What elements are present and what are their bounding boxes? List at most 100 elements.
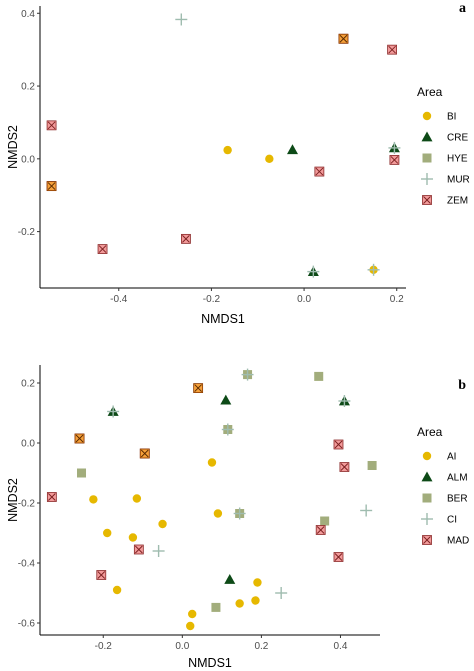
point-mur: [307, 265, 320, 278]
point-ber: [367, 461, 377, 470]
point-zem: [389, 155, 400, 165]
point-ai: [186, 621, 195, 631]
point-mad: [315, 525, 326, 535]
panel-label: a: [459, 1, 466, 16]
point-alm: [220, 394, 232, 405]
point-mad: [339, 462, 350, 472]
point-orange-square: [46, 181, 57, 192]
legend-item-mur: MUR: [421, 173, 470, 186]
legend-label: MUR: [447, 175, 470, 186]
x-tick-label: 0.0: [175, 641, 189, 652]
legend: Area AI ALM BER CI MAD: [417, 425, 469, 547]
x-tick-label: -0.2: [203, 294, 221, 305]
x-tick-label: -0.4: [110, 294, 128, 305]
legend-key-ai: [422, 451, 432, 461]
y-tick-label: 0.0: [21, 154, 35, 165]
point-mad: [46, 492, 57, 502]
point-ai: [128, 533, 138, 542]
point-bi: [223, 145, 232, 155]
point-ai: [253, 578, 262, 587]
point-ai: [235, 599, 244, 608]
point-cre: [286, 144, 298, 155]
legend-item-zem: ZEM: [422, 195, 468, 207]
point-ai: [251, 596, 260, 605]
point-mad: [133, 544, 144, 555]
x-tick-label: 0.2: [254, 641, 268, 652]
legend-item-cre: CRE: [421, 131, 468, 144]
point-zem: [181, 233, 191, 244]
legend-label: ZEM: [447, 196, 468, 207]
y-tick-label: 0.0: [21, 439, 35, 450]
data-points: [46, 368, 377, 631]
x-tick-label: 0.4: [334, 641, 348, 652]
legend-label: BI: [447, 112, 456, 123]
data-points: [46, 13, 401, 278]
y-tick-label: -0.6: [18, 619, 36, 630]
y-tick-label: -0.2: [18, 499, 36, 510]
point-alm: [224, 574, 236, 584]
legend-title: Area: [417, 425, 443, 439]
legend-key-alm: [421, 471, 433, 482]
point-orange-square: [74, 433, 85, 444]
point-ai: [89, 495, 98, 504]
legend-label: AI: [447, 452, 456, 463]
legend-title: Area: [417, 85, 443, 99]
point-ci: [107, 405, 120, 418]
point-mad: [333, 439, 344, 450]
y-axis-label: NMDS2: [6, 478, 20, 522]
point-ai: [213, 509, 223, 518]
point-ci: [338, 395, 351, 407]
point-ai: [103, 528, 112, 538]
point-ai: [132, 494, 142, 503]
legend-key-mur: [421, 173, 433, 185]
legend-item-bi: BI: [422, 111, 456, 123]
legend-label: MAD: [447, 536, 469, 547]
point-ai: [112, 585, 122, 595]
point-ber: [77, 468, 87, 478]
legend-label: CRE: [447, 133, 468, 144]
legend: Area BI CRE HYE MUR ZEM: [417, 85, 470, 207]
legend-key-zem: [422, 195, 432, 205]
legend-label: BER: [447, 494, 468, 505]
point-ci: [221, 423, 234, 436]
legend-key-ci: [421, 513, 433, 525]
legend-key-hye: [422, 153, 432, 163]
point-mur: [175, 13, 188, 26]
point-orange-square: [193, 383, 204, 394]
point-ai: [188, 609, 197, 619]
x-axis-label: NMDS1: [201, 312, 245, 326]
legend-item-ber: BER: [422, 493, 468, 505]
legend-key-bi: [422, 111, 432, 121]
point-mur: [388, 141, 401, 154]
legend-item-ai: AI: [422, 451, 456, 463]
point-zem: [387, 44, 398, 55]
x-tick-label: 0.2: [390, 294, 404, 305]
point-bi: [265, 154, 274, 164]
y-tick-label: 0.2: [21, 82, 35, 93]
legend-label: ALM: [447, 473, 468, 484]
point-orange-square: [338, 33, 349, 44]
panel-label: b: [458, 378, 466, 393]
legend-item-hye: HYE: [422, 153, 468, 165]
point-ci: [241, 368, 254, 381]
point-zem: [314, 166, 325, 177]
y-tick-label: 0.2: [21, 379, 35, 390]
legend-item-mad: MAD: [422, 535, 469, 547]
legend-key-cre: [421, 131, 433, 142]
point-mad: [96, 570, 107, 580]
point-ai: [207, 458, 217, 467]
x-axis-label: NMDS1: [188, 656, 232, 670]
point-ci: [360, 504, 373, 517]
point-ci: [152, 545, 165, 557]
y-tick-label: -0.2: [18, 227, 36, 238]
y-tick-label: 0.4: [21, 9, 35, 20]
point-ber: [314, 371, 324, 381]
point-orange-square: [139, 448, 150, 459]
x-tick-label: 0.0: [297, 294, 311, 305]
y-axis-label: NMDS2: [6, 125, 20, 169]
point-zem: [46, 120, 57, 131]
point-ai: [158, 519, 167, 529]
x-tick-label: -0.2: [95, 641, 113, 652]
panel-a: -0.4 -0.2 0.0 0.2 -0.2 0.0 0.2 0.4 NMDS1 NMDS2 a Ar…: [6, 1, 470, 326]
